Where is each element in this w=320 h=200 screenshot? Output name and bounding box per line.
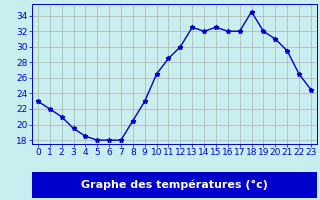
Text: Graphe des températures (°c): Graphe des températures (°c) <box>81 180 268 190</box>
